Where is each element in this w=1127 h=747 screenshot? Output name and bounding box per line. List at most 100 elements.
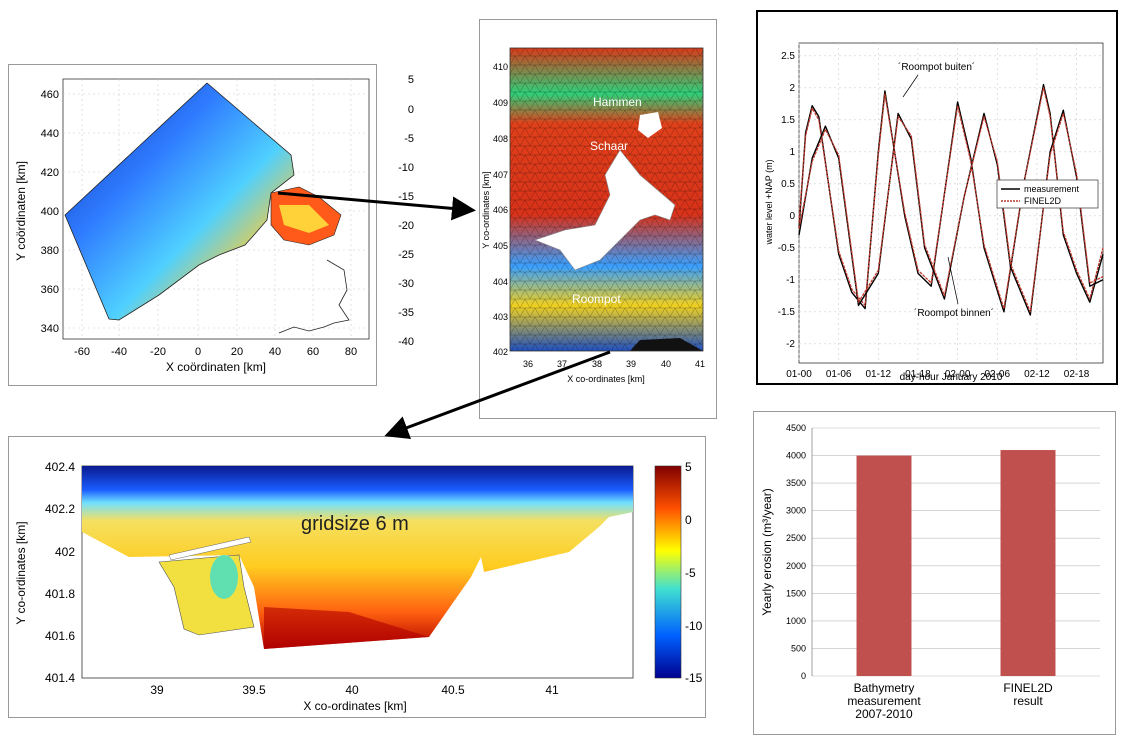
- erosion-bar-panel: 4500 4000 3500 3000 2500 2000 1500 1000 500 0 Bat…: [753, 411, 1116, 735]
- mesh-x-ticks: 36 37 38 39 40 41: [523, 359, 705, 369]
- cbar-tick: -35: [398, 307, 414, 319]
- annotation-pointer-buiten: [902, 74, 919, 98]
- x-tick: 0: [195, 346, 201, 358]
- water-level-chart: 2.5 2 1.5 1 0.5 0 -0.5 -1 -1.5 -2 01-00 01-06 01-12…: [764, 42, 1104, 383]
- series-line-finel2d: [798, 87, 1104, 310]
- x-tick: 39.5: [242, 683, 266, 697]
- cbar-tick: 5: [685, 460, 692, 474]
- y-tick: 1000: [786, 616, 806, 626]
- bar-marks: [856, 450, 1056, 676]
- cbar-tick: 0: [408, 104, 414, 116]
- cbar-tick: -15: [685, 671, 703, 685]
- y-tick: 401.8: [45, 587, 75, 601]
- y-tick: 1: [789, 147, 795, 158]
- mesh-y-ticks: 402 403 404 405 406 407 408 409 410: [493, 62, 508, 357]
- mesh-map-panel: Hammen Schaar Roompot 36 37 38 39 40 41 …: [479, 19, 717, 419]
- category-label: 2007-2010: [855, 707, 913, 721]
- y-tick: 2.5: [781, 51, 795, 62]
- estuary-inner: [279, 205, 329, 233]
- x-tick-labels: -60 -40 -20 0 20 40 60 80: [74, 346, 357, 358]
- y-tick-labels: 340 360 380 400 420 440 460: [41, 89, 59, 335]
- y-tick: 410: [493, 62, 508, 72]
- y-tick: 0.5: [781, 179, 795, 190]
- x-tick: 01-06: [826, 369, 852, 380]
- bar: [856, 455, 912, 676]
- y-tick: -1.5: [778, 307, 796, 318]
- x-tick: -60: [74, 346, 90, 358]
- legend-label-measurement: measurement: [1024, 184, 1080, 194]
- y-tick: -0.5: [778, 243, 796, 254]
- annotation-roompot-binnen: ´Roompot binnen´: [914, 307, 994, 319]
- y-tick: 409: [493, 98, 508, 108]
- y-tick: 404: [493, 277, 508, 287]
- cbar-tick: -20: [398, 220, 414, 232]
- erosion-bar-chart: 4500 4000 3500 3000 2500 2000 1500 1000 500 0 Bat…: [760, 423, 1100, 721]
- x-axis-label: day-hour January 2010: [900, 372, 1003, 383]
- x-tick: 37: [557, 359, 567, 369]
- y-axis-label: Y coördinaten [km]: [14, 161, 28, 261]
- x-tick: 02-12: [1024, 369, 1050, 380]
- x-tick: -20: [150, 346, 166, 358]
- cbar-tick: -5: [404, 133, 414, 145]
- bottom-land: [510, 338, 703, 351]
- x-tick: 40: [345, 683, 359, 697]
- y-tick: 360: [41, 284, 59, 296]
- regional-map-chart: -60 -40 -20 0 20 40 60 80 340 360 380 40…: [14, 78, 407, 374]
- y-tick: 420: [41, 167, 59, 179]
- hammen-island: [638, 112, 662, 138]
- y-tick: 400: [41, 206, 59, 218]
- x-tick: 41: [545, 683, 559, 697]
- y-tick: 2: [789, 83, 795, 94]
- x-tick: 40.5: [441, 683, 465, 697]
- y-tick: 402.2: [45, 502, 75, 516]
- y-tick: 1.5: [781, 115, 795, 126]
- y-tick: 405: [493, 241, 508, 251]
- y-axis-label: Y co-ordinates [km]: [481, 171, 491, 248]
- cbar-tick: -10: [685, 619, 703, 633]
- bar: [1000, 450, 1056, 676]
- detail-deep-pit: [264, 607, 429, 649]
- coastline: [278, 259, 350, 334]
- category-label: Bathymetry: [854, 681, 915, 695]
- annotation-roompot-buiten: ´Roompot buiten´: [898, 61, 975, 73]
- x-tick: 38: [592, 359, 602, 369]
- x-tick: 01-00: [786, 369, 812, 380]
- cbar-tick: -5: [685, 566, 696, 580]
- annotation-pointer-binnen: [947, 256, 959, 305]
- detail-map-chart: gridsize 6 m 5 0 -5 -10 -15 39 39.5 40 4…: [14, 460, 703, 713]
- y-tick: -1: [786, 275, 795, 286]
- cbar-tick: -25: [398, 249, 414, 261]
- x-tick: 40: [661, 359, 671, 369]
- y-tick: 0: [801, 671, 806, 681]
- x-tick: 02-18: [1064, 369, 1090, 380]
- mesh-triangles: [510, 48, 703, 351]
- line-y-ticks: 2.5 2 1.5 1 0.5 0 -0.5 -1 -1.5 -2: [778, 51, 796, 350]
- detail-y-ticks: 402.4 402.2 402 401.8 401.6 401.4: [45, 460, 75, 685]
- water-level-panel: 2.5 2 1.5 1 0.5 0 -0.5 -1 -1.5 -2 01-00 01-06 01-12…: [756, 10, 1118, 385]
- y-tick: 4000: [786, 451, 806, 461]
- y-tick: 1500: [786, 588, 806, 598]
- y-axis-label: Yearly erosion (m³/year): [760, 488, 774, 616]
- arrow-to-detail: [384, 350, 611, 439]
- category-label: FINEL2D: [1003, 681, 1053, 695]
- label-roompot: Roompot: [572, 292, 621, 306]
- x-axis-label: X co-ordinates [km]: [303, 699, 406, 713]
- x-tick: 40: [269, 346, 281, 358]
- regional-colorbar-labels: 5 0 -5 -10 -15 -20 -25 -30 -35 -40: [398, 74, 414, 348]
- y-tick: 500: [791, 643, 806, 653]
- y-tick: 4500: [786, 423, 806, 433]
- legend-label-finel2d: FINEL2D: [1024, 196, 1062, 206]
- y-axis-label: Y co-ordinates [km]: [14, 521, 28, 624]
- y-tick: 401.4: [45, 671, 75, 685]
- x-axis-label: X co-ordinates [km]: [567, 374, 645, 384]
- y-tick: 402.4: [45, 460, 75, 474]
- cbar-tick: -15: [398, 191, 414, 203]
- y-tick: 401.6: [45, 629, 75, 643]
- detail-x-ticks: 39 39.5 40 40.5 41: [150, 683, 559, 697]
- y-tick: -2: [786, 339, 795, 350]
- detail-harbour-lagoon: [210, 555, 238, 599]
- x-tick: 20: [231, 346, 243, 358]
- cbar-tick: -30: [398, 278, 414, 290]
- dam-structure: [534, 149, 676, 271]
